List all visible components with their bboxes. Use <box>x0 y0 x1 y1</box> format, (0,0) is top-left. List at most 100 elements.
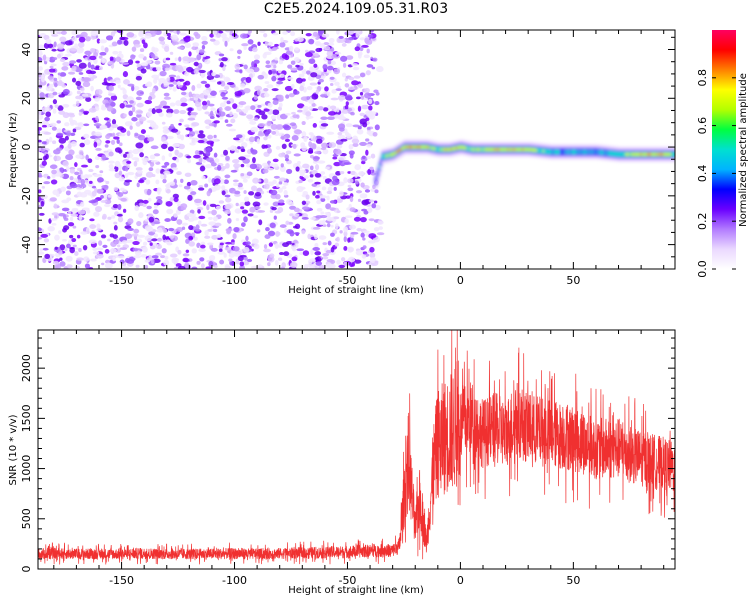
noise-speck <box>337 134 346 140</box>
noise-speck <box>39 248 43 252</box>
noise-speck <box>158 104 162 109</box>
noise-speck <box>47 226 55 232</box>
noise-speck <box>50 30 54 34</box>
noise-speck <box>52 108 57 114</box>
noise-speck <box>201 40 208 45</box>
noise-speck <box>124 121 133 127</box>
noise-speck <box>239 261 245 267</box>
noise-speck <box>325 263 333 268</box>
noise-speck <box>178 122 182 126</box>
noise-speck <box>209 254 216 261</box>
noise-speck <box>163 259 170 266</box>
noise-speck <box>285 150 292 155</box>
noise-speck <box>121 62 130 65</box>
noise-speck <box>214 158 220 163</box>
chart-title: C2E5.2024.109.05.31.R03 <box>263 1 449 17</box>
noise-speck <box>165 112 173 118</box>
track-segment <box>645 152 649 157</box>
track-segment <box>438 146 441 153</box>
noise-speck <box>119 142 123 147</box>
noise-speck <box>189 142 196 146</box>
noise-speck <box>293 239 298 244</box>
noise-speck <box>184 71 189 77</box>
noise-speck <box>76 257 84 261</box>
noise-speck <box>101 215 106 220</box>
track-segment <box>541 148 544 154</box>
noise-speck <box>75 95 82 100</box>
noise-speck <box>201 175 206 180</box>
noise-speck <box>169 181 176 186</box>
noise-speck <box>366 127 371 130</box>
noise-speck <box>290 31 296 37</box>
noise-speck <box>238 111 244 116</box>
noise-speck <box>223 179 229 185</box>
noise-speck <box>118 176 125 182</box>
noise-speck <box>135 167 143 171</box>
track-segment <box>652 152 655 157</box>
noise-speck <box>237 146 241 150</box>
noise-speck <box>88 168 94 173</box>
noise-speck <box>241 222 246 227</box>
noise-speck <box>378 220 383 225</box>
noise-speck <box>296 103 305 109</box>
noise-speck <box>274 193 281 200</box>
noise-speck <box>353 216 361 222</box>
noise-speck <box>348 143 354 150</box>
noise-speck <box>122 71 129 78</box>
track-segment <box>577 149 581 155</box>
noise-speck <box>143 42 148 49</box>
track-segment <box>526 147 529 152</box>
noise-speck <box>38 72 42 78</box>
noise-speck <box>366 130 371 135</box>
noise-speck <box>109 56 114 61</box>
noise-speck <box>127 171 135 176</box>
noise-speck <box>190 180 198 186</box>
track-segment <box>525 147 528 152</box>
noise-speck <box>107 216 112 220</box>
noise-speck <box>221 57 228 62</box>
noise-speck <box>144 99 153 105</box>
noise-speck <box>219 102 226 108</box>
noise-speck <box>308 132 314 136</box>
noise-speck <box>252 177 260 184</box>
noise-speck <box>278 59 284 65</box>
noise-speck <box>112 50 119 55</box>
noise-speck <box>153 153 161 157</box>
noise-speck <box>54 246 58 250</box>
noise-speck <box>43 42 50 49</box>
noise-speck <box>250 265 259 269</box>
noise-speck <box>153 221 161 225</box>
noise-speck <box>343 246 348 251</box>
noise-speck <box>220 165 227 170</box>
noise-speck <box>309 165 314 171</box>
track-segment <box>545 148 548 155</box>
noise-speck <box>116 39 123 45</box>
noise-speck <box>136 102 144 108</box>
track-segment <box>476 147 479 152</box>
track-segment <box>671 151 674 158</box>
track-segment <box>398 149 402 152</box>
noise-speck <box>334 242 340 247</box>
noise-speck <box>153 233 159 238</box>
noise-speck <box>322 64 328 70</box>
noise-speck <box>168 30 174 33</box>
noise-speck <box>105 35 114 41</box>
track-segment <box>472 147 475 152</box>
x-tick-label: -100 <box>222 274 247 287</box>
noise-speck <box>108 160 115 164</box>
noise-speck <box>118 50 122 54</box>
noise-speck <box>54 234 60 241</box>
noise-speck <box>217 30 224 34</box>
noise-speck <box>242 178 248 183</box>
track-segment <box>420 145 424 149</box>
noise-speck <box>351 80 359 86</box>
track-segment <box>628 152 631 157</box>
noise-speck <box>163 126 170 129</box>
noise-speck <box>366 144 372 148</box>
noise-speck <box>150 159 159 163</box>
noise-speck <box>341 72 347 78</box>
track-segment <box>478 147 482 152</box>
noise-speck <box>176 30 180 35</box>
noise-speck <box>205 157 214 162</box>
y-tick-label: 1000 <box>20 455 33 483</box>
